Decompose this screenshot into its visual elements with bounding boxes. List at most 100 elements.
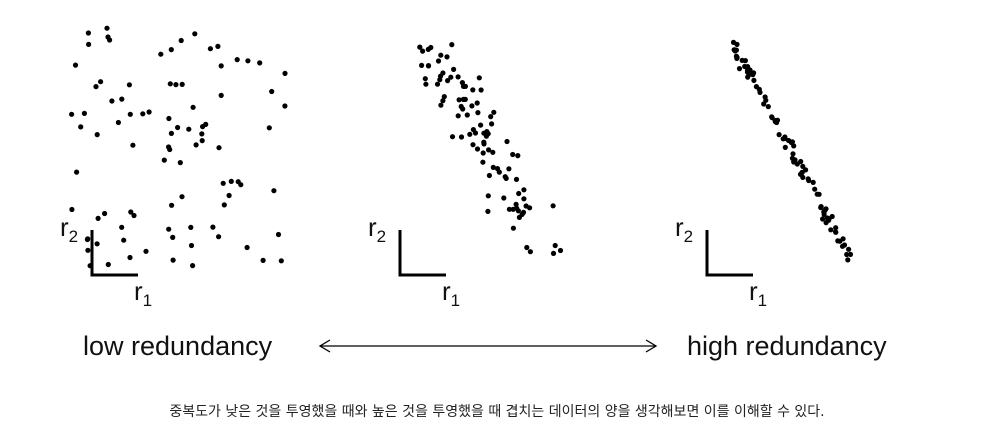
scatter-point [822,207,828,213]
panel-high-redundancy: r2 r1 [675,39,854,310]
scatter-point [469,103,475,109]
scatter-point [792,157,798,163]
scatter-point [69,206,75,213]
scatter-point [478,122,484,128]
scatter-point [449,134,456,140]
scatter-point [470,127,476,133]
scatter-point [81,110,87,116]
scatter-point [109,98,115,104]
scatter-point [527,249,534,255]
scatter-point [506,206,512,212]
scatter-point [78,124,84,130]
scatter-point [814,191,820,197]
scatter-point [844,251,850,258]
scatter-point [440,98,446,104]
scatter-point [140,111,146,117]
scatter-point [501,195,507,201]
scatter-point [168,130,174,136]
scatter-point [476,75,482,81]
scatter-point [515,153,521,159]
scatter-point [86,41,92,48]
scatter-point [158,51,164,57]
scatter-point [734,54,740,61]
scatter-point [490,164,496,170]
scatter-point [820,216,826,222]
axis-y-label-mid: r2 [368,212,386,246]
scatter-point [774,117,781,123]
scatter-point [166,115,172,122]
scatter-point [762,94,768,100]
scatter-point [736,66,743,72]
scatter-point [177,160,183,166]
scatter-point [478,87,484,93]
scatter-point [419,62,425,68]
scatter-point [486,147,492,153]
scatter-point [193,142,199,148]
scatter-point [474,146,481,152]
scatter-point [510,225,516,231]
scatter-point [166,226,172,232]
scatter-point [93,84,99,90]
scatter-point [765,104,771,110]
scatter-point [74,169,80,175]
scatter-point [271,188,277,194]
scatter-point [510,151,516,158]
scatter-point [494,166,501,172]
scatter-point [178,37,184,44]
scatter-point [826,216,832,222]
scatter-point [519,211,525,217]
panel-medium-redundancy: r2 r1 [368,42,564,310]
scatter-point [105,261,111,268]
scatter-point [216,145,222,151]
scatter-point [275,231,282,238]
scatter-point [128,209,134,215]
scatter-point [218,63,224,69]
scatter-point [490,149,496,155]
panel-low-redundancy: r2 r1 [60,25,288,310]
scatter-point [94,132,100,138]
scatter-point [527,205,533,211]
scatter-point [486,172,492,179]
scatter-point [167,81,173,87]
scatter-point [455,74,461,80]
scatter-point [175,124,181,131]
scatter-point [207,46,213,52]
scatter-point [730,39,737,46]
scatter-point [179,81,185,87]
scatter-point [269,88,275,95]
scatter-point [170,257,176,263]
scatter-point [521,196,527,202]
scatter-point [458,103,464,110]
scatter-point [228,178,234,184]
scatter-point [143,248,149,254]
scatter-point [199,131,205,137]
scatter-point [221,202,227,208]
scatter-point [188,224,194,230]
scatter-point [102,210,108,217]
scatter-point [839,243,846,249]
scatter-point [458,134,465,140]
scatter-point [127,111,133,117]
scatter-point [782,144,788,150]
scatter-point [550,250,557,256]
scatter-point [833,225,839,231]
scatter-point [475,110,481,116]
redundancy-diagram: r2 r1 r2 r1 r2 r1 low redundancy high re… [60,25,887,361]
scatter-point [832,229,839,235]
axis-x-label-high: r1 [749,276,767,310]
scatter-point [506,166,512,172]
scatter-point [192,31,198,37]
scatter-point [218,92,224,98]
scatter-point [456,97,462,103]
scatter-point [438,102,444,108]
scatter-point [119,96,125,102]
scatter-point [119,224,125,230]
scatter-point [828,227,834,233]
scatter-point [757,89,763,95]
scatter-point [732,47,738,53]
scatter-point [121,237,127,243]
scatter-point [422,76,428,82]
scatter-point [455,113,461,119]
scatter-point [210,224,216,230]
scatter-point [480,159,486,165]
